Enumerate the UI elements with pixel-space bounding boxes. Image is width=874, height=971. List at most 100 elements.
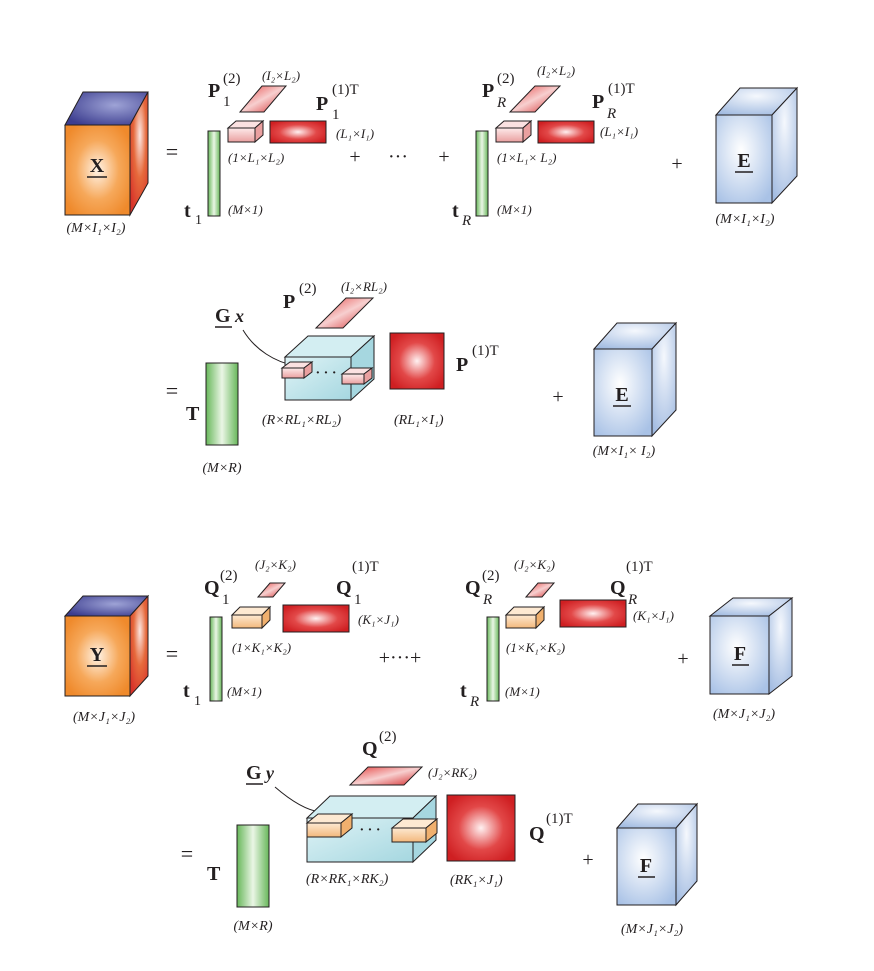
core-1-fiber: [230, 605, 272, 630]
f-tensor-dims: (M×J₁×J₂): [713, 707, 775, 722]
plus-sign: +: [671, 153, 682, 175]
f-tensor-dims: (M×J₁×J₂): [621, 922, 683, 937]
e-tensor-label: E: [737, 150, 750, 172]
t1-label: t: [183, 680, 190, 702]
t1-dims: (M×1): [227, 684, 262, 699]
gy-core-tensor: · · ·: [305, 794, 439, 864]
t1-dims: (M×1): [228, 202, 263, 217]
p2-slice: [314, 297, 375, 329]
q1t-dims: (RK₁×J₁): [450, 873, 503, 888]
tr-label: t: [452, 200, 459, 222]
p1t-sup: (1)T: [472, 343, 499, 359]
q1-2-sub: 1: [222, 592, 230, 608]
t1-vector: [207, 130, 221, 217]
tr-dims: (M×1): [505, 684, 540, 699]
pr-1t-label: P: [592, 91, 604, 113]
p1t-label: P: [456, 354, 468, 376]
p1t-dims: (RL₁×I₁): [394, 413, 444, 428]
core-1-dims: (1×K₁×K₂): [232, 640, 291, 655]
x-tensor-dims: (M×I₁×I₂): [67, 221, 126, 236]
p1-2-label: P: [208, 80, 220, 102]
plus-sign: +: [677, 648, 688, 670]
term-1: Q (2) 1 (J₂×K₂) Q (1)T 1 (K₁×J₁) (1×K₁×K…: [183, 557, 399, 709]
qr-1t-sup: (1)T: [626, 559, 653, 575]
p1-1t-label: P: [316, 93, 328, 115]
q1-2-slice: [256, 582, 287, 598]
qr-2-label: Q: [465, 577, 481, 599]
tr-sub: R: [469, 694, 479, 710]
x-tensor-cube: X: [64, 91, 149, 217]
p1-1t-sup: (1)T: [332, 82, 359, 98]
equals-sign: =: [166, 378, 178, 403]
core-1-fiber: [226, 119, 265, 144]
tr-sub: R: [461, 213, 471, 229]
p1-1t-matrix: [269, 120, 327, 144]
f-tensor-label: F: [640, 855, 652, 877]
gx-dims: (R×RL₁×RL₂): [262, 413, 342, 428]
t-matrix: [236, 824, 270, 908]
gy-dims: (R×RK₁×RK₂): [306, 872, 389, 887]
t1-sub: 1: [195, 213, 202, 228]
q1-2-label: Q: [204, 577, 220, 599]
p2-label: P: [283, 291, 295, 313]
f-tensor-cube: F: [708, 596, 794, 696]
p1-2-slice: [238, 85, 288, 113]
p1t-matrix: [389, 332, 445, 390]
equation-4: = T (M×R) G y · · · (R×RK₁×RK₂) Q (2) (J…: [181, 729, 699, 937]
q2-label: Q: [362, 738, 378, 760]
q2-sup: (2): [379, 729, 397, 745]
term-r: P (2) R (I₂×L₂) P (1)T R (L₁×I₁) (1×L₁× …: [452, 63, 638, 229]
pr-2-sup: (2): [497, 71, 515, 87]
q1-1t-label: Q: [336, 577, 352, 599]
equation-1: X (M×I₁×I₂) = P (2) 1 (I₂×L₂) P (1)T 1 (…: [64, 63, 799, 236]
t-matrix-dims: (M×R): [234, 919, 273, 934]
tr-label: t: [460, 680, 467, 702]
gx-core-tensor: · · ·: [280, 334, 376, 402]
qr-1t-sub: R: [627, 592, 637, 608]
qr-1t-label: Q: [610, 577, 626, 599]
t1-sub: 1: [194, 694, 201, 709]
core-1-dims: (1×L₁×L₂): [228, 150, 284, 165]
p1-1t-dims: (L₁×I₁): [336, 126, 374, 141]
p2-dims: (I₂×RL₂): [341, 279, 387, 294]
term-r: Q (2) R (J₂×K₂) Q (1)T R (K₁×J₁) (1×K₁×K…: [460, 557, 674, 710]
q1-1t-dims: (K₁×J₁): [358, 612, 399, 627]
plus-sign: +: [552, 386, 563, 408]
y-tensor-label: Y: [90, 644, 105, 666]
qr-1t-dims: (K₁×J₁): [633, 608, 674, 623]
q1-1t-sup: (1)T: [352, 559, 379, 575]
q2-dims: (J₂×RK₂): [428, 765, 477, 780]
gx-ellipsis: · · ·: [315, 366, 336, 381]
qr-2-sup: (2): [482, 568, 500, 584]
p1-1t-sub: 1: [332, 107, 340, 123]
equals-sign: =: [181, 841, 193, 866]
gx-label: G: [215, 305, 231, 327]
ellipsis: ···: [388, 146, 408, 168]
term-1: P (2) 1 (I₂×L₂) P (1)T 1 (L₁×I₁) (1×L₁×L…: [184, 68, 374, 228]
t1-vector: [209, 616, 223, 702]
pr-2-sub: R: [496, 95, 506, 111]
p1-2-sup: (2): [223, 71, 241, 87]
q1t-matrix: [446, 794, 516, 862]
core-r-dims: (1×K₁×K₂): [506, 640, 565, 655]
plus-ellipsis-plus: +···+: [379, 647, 422, 669]
q2-slice: [348, 766, 424, 786]
tr-dims: (M×1): [497, 202, 532, 217]
pr-1t-sup: (1)T: [608, 81, 635, 97]
q1t-sup: (1)T: [546, 811, 573, 827]
core-r-fiber: [494, 119, 533, 144]
tr-vector: [475, 130, 489, 217]
pr-1t-matrix: [537, 120, 595, 144]
p2-sup: (2): [299, 281, 317, 297]
e-tensor-cube: E: [714, 86, 799, 205]
t-matrix-dims: (M×R): [203, 461, 242, 476]
t-matrix-label: T: [186, 403, 200, 425]
pr-2-dims: (I₂×L₂): [537, 63, 575, 78]
equals-sign: =: [166, 139, 178, 164]
qr-1t-matrix: [559, 599, 627, 628]
plus-sign: +: [582, 849, 593, 871]
gy-sub: y: [264, 763, 275, 783]
tr-vector: [486, 616, 500, 702]
p1-2-sub: 1: [223, 94, 231, 110]
